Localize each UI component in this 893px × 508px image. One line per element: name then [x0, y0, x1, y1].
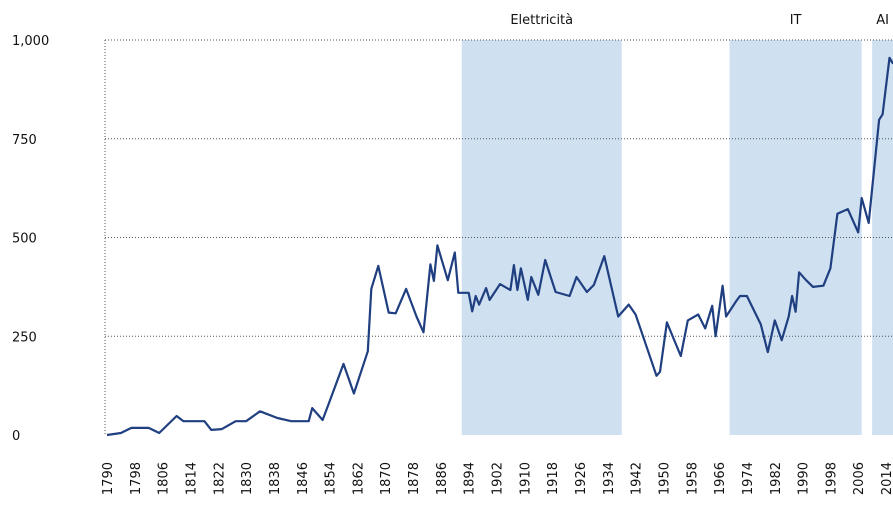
- y-tick-label: 250: [12, 330, 37, 345]
- x-tick-label: 1918: [546, 462, 561, 495]
- x-tick-label: 1894: [463, 462, 478, 495]
- x-tick-label: 1878: [407, 462, 422, 495]
- x-tick-label: 1958: [685, 462, 700, 495]
- band-label: IT: [790, 13, 802, 28]
- x-tick-label: 1990: [797, 462, 812, 495]
- x-tick-label: 1846: [296, 462, 311, 495]
- x-tick-label: 1814: [184, 462, 199, 495]
- y-tick-label: 1,000: [12, 34, 49, 49]
- band-label: Elettricità: [510, 13, 573, 28]
- x-tick-label: 1998: [824, 462, 839, 495]
- x-tick-label: 1854: [324, 462, 339, 495]
- x-tick-label: 1950: [657, 462, 672, 495]
- x-tick-label: 1830: [240, 462, 255, 495]
- x-tick-label: 1886: [435, 462, 450, 495]
- x-tick-label: 1806: [157, 462, 172, 495]
- x-tick-label: 1862: [351, 462, 366, 495]
- x-tick-label: 1822: [212, 462, 227, 495]
- x-tick-label: 1790: [101, 462, 116, 495]
- highlight-band: [461, 40, 622, 435]
- y-tick-label: 750: [12, 133, 37, 148]
- x-tick-label: 1910: [518, 462, 533, 495]
- y-tick-label: 0: [12, 429, 20, 444]
- x-tick-label: 1926: [574, 462, 589, 495]
- x-tick-label: 1982: [769, 462, 784, 495]
- x-tick-label: 1870: [379, 462, 394, 495]
- x-tick-label: 2006: [852, 462, 867, 495]
- y-tick-label: 500: [12, 232, 37, 247]
- x-tick-label: 1942: [630, 462, 645, 495]
- x-tick-label: 1902: [491, 462, 506, 495]
- x-tick-label: 1798: [129, 462, 144, 495]
- x-tick-label: 2014: [880, 462, 893, 495]
- x-tick-label: 1934: [602, 462, 617, 495]
- band-label: AI: [876, 13, 889, 28]
- x-tick-label: 1974: [741, 462, 756, 495]
- data-line: [106, 56, 893, 437]
- x-tick-label: 1838: [268, 462, 283, 495]
- x-tick-label: 1966: [713, 462, 728, 495]
